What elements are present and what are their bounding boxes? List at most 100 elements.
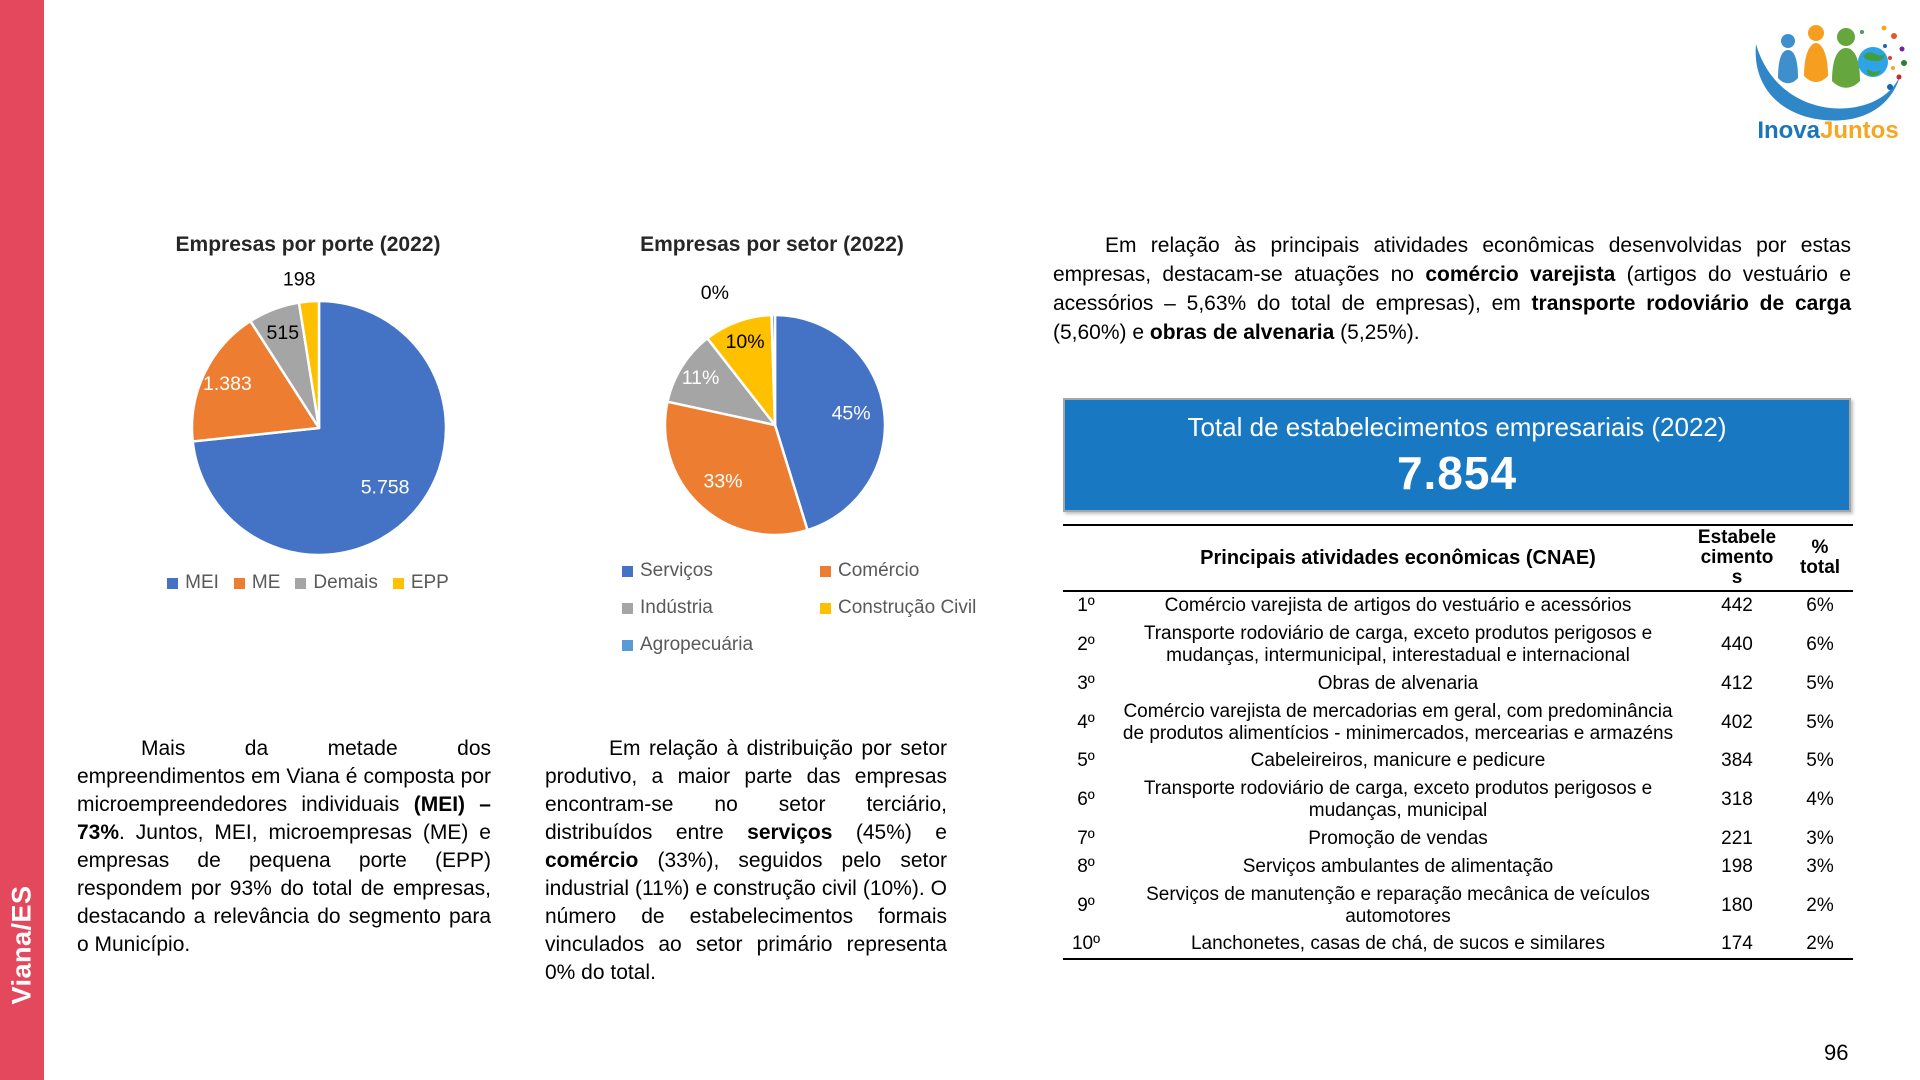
- header-estab: Estabele cimento s: [1687, 523, 1787, 593]
- legend-swatch: [233, 577, 245, 589]
- cell-activity: Promoção de vendas: [1308, 827, 1488, 849]
- cell-pct: 2%: [1806, 894, 1834, 916]
- legend-item: EPP: [392, 572, 449, 594]
- bold-text: comércio: [545, 849, 639, 872]
- cell-activity: Serviços de manutenção e reparação mecân…: [1146, 883, 1650, 927]
- header-activity: Principais atividades econômicas (CNAE): [1109, 523, 1687, 593]
- pie-data-label: 0%: [701, 282, 729, 304]
- pie-data-label: 5.758: [361, 476, 410, 498]
- text: (5,25%).: [1334, 321, 1420, 344]
- legend-item: ME: [233, 572, 281, 594]
- cell-rank: 4º: [1077, 711, 1095, 733]
- text: (45%) e: [832, 821, 947, 844]
- legend-label: EPP: [410, 572, 449, 593]
- legend-item: Indústria: [622, 597, 820, 619]
- header-pct: % total: [1787, 523, 1853, 593]
- cell-rank: 8º: [1077, 855, 1095, 877]
- logo-swoosh: [1755, 44, 1900, 121]
- table-row: 8º Serviços ambulantes de alimentação 198 3…: [1063, 853, 1853, 881]
- bold-text: transporte rodoviário de carga: [1531, 292, 1851, 315]
- table-row: 6º Transporte rodoviário de carga, exceto…: [1063, 775, 1853, 825]
- page-number: 96: [1824, 1040, 1849, 1065]
- table-row: 1º Comércio varejista de artigos do vestu…: [1063, 591, 1853, 620]
- cell-pct: 6%: [1806, 595, 1834, 617]
- total-banner: Total de estabelecimentos empresariais (…: [1063, 398, 1851, 512]
- table-row: 9º Serviços de manutenção e reparação mec…: [1063, 881, 1853, 931]
- cell-num: 174: [1687, 930, 1787, 961]
- sidebar-stripe: [0, 0, 44, 1080]
- cell-rank: 1º: [1077, 595, 1095, 617]
- text: (5,60%) e: [1053, 321, 1150, 344]
- legend-porte: MEI ME Demais EPP: [98, 572, 518, 594]
- cell-activity: Cabeleireiros, manicure e pedicure: [1250, 750, 1546, 772]
- legend-label: Serviços: [640, 560, 713, 581]
- inovajuntos-logo: InovaJuntos: [1755, 25, 1907, 144]
- pie-slice-3: [666, 337, 777, 427]
- chart-title-setor: Empresas por setor (2022): [640, 233, 904, 256]
- legend-setor: Serviços Comércio Indústria Construção Civi…: [622, 560, 976, 656]
- table-row: 2º Transporte rodoviário de carga, exceto…: [1063, 620, 1853, 670]
- legend-item: Serviços: [622, 560, 820, 582]
- legend-label: Agropecuária: [640, 634, 754, 655]
- cell-activity: Serviços ambulantes de alimentação: [1242, 855, 1554, 877]
- text: (artigos do vestuário e acessórios – 5,6…: [1053, 263, 1852, 315]
- cell-num: 402: [1721, 711, 1753, 733]
- table-row: 3º Obras de alvenaria 412 5%: [1063, 670, 1853, 698]
- legend-label: Indústria: [640, 597, 713, 618]
- pie-data-label: 515: [267, 322, 300, 344]
- pie-slice-2: [663, 400, 809, 537]
- text: (33%), seguidos pelo setor industrial (1…: [545, 849, 947, 984]
- legend-swatch: [392, 577, 404, 589]
- cell-num: 384: [1721, 750, 1753, 772]
- logo-figure-orange: [1804, 25, 1828, 82]
- pie-data-label: 10%: [726, 331, 765, 353]
- cell-num: 318: [1721, 789, 1753, 811]
- legend-label: ME: [251, 572, 281, 593]
- pie-slice-5: [770, 313, 777, 427]
- legend-swatch: [820, 565, 831, 577]
- cell-rank: 6º: [1077, 789, 1095, 811]
- table-row: 10º Lanchonetes, casas de chá, de sucos e…: [1063, 930, 1853, 961]
- cell-pct: 3%: [1806, 827, 1834, 849]
- logo-globe: [1858, 47, 1888, 77]
- legend-label: Demais: [313, 572, 378, 593]
- cell-activity: Obras de alvenaria: [1317, 672, 1479, 694]
- cell-pct: 3%: [1806, 855, 1834, 877]
- cell-rank: 7º: [1077, 827, 1095, 849]
- pie-data-label: 45%: [832, 403, 871, 425]
- logo-dots: [1860, 25, 1907, 90]
- cell-pct: 5%: [1806, 672, 1834, 694]
- text: Mais da metade dos empreendimentos em Vi…: [77, 737, 491, 816]
- bold-text: (MEI) – 73%: [77, 793, 491, 844]
- cell-pct: 5%: [1806, 711, 1834, 733]
- table-row: 7º Promoção de vendas 221 3%: [1063, 825, 1853, 853]
- paragraph-setor: Em relação à distribuição por setor prod…: [545, 735, 947, 987]
- legend-label: Comércio: [838, 560, 920, 581]
- cell-rank: 3º: [1077, 672, 1095, 694]
- paragraph-atividades: Em relação às principais atividades econ…: [1053, 231, 1851, 347]
- pie-chart-porte: 5.758 1.383 515 198: [190, 269, 448, 557]
- cell-pct: 6%: [1806, 634, 1834, 656]
- cell-activity: Transporte rodoviário de carga, exceto p…: [1143, 623, 1653, 667]
- cell-activity: Transporte rodoviário de carga, exceto p…: [1143, 778, 1653, 822]
- legend-swatch: [622, 639, 633, 651]
- logo-figure-blue: [1778, 34, 1798, 84]
- text: Em relação à distribuição por setor prod…: [545, 737, 947, 844]
- cell-num: 412: [1721, 672, 1753, 694]
- text: Em relação às principais atividades econ…: [1053, 234, 1851, 286]
- pie-data-label: 33%: [703, 471, 742, 493]
- table-header-row: Principais atividades econômicas (CNAE) …: [1063, 523, 1853, 593]
- cell-num: 221: [1721, 827, 1753, 849]
- legend-swatch: [622, 602, 633, 614]
- cell-rank: 5º: [1077, 750, 1095, 772]
- legend-swatch: [622, 565, 633, 577]
- text: . Juntos, MEI, microempresas (ME) e empr…: [77, 821, 491, 956]
- legend-item: Construção Civil: [820, 597, 976, 619]
- bold-text: serviços: [747, 821, 833, 844]
- logo-figure-green: [1832, 28, 1860, 88]
- legend-item: MEI: [167, 572, 219, 594]
- cell-rank: 9º: [1077, 894, 1095, 916]
- pie-data-label: 1.383: [203, 373, 252, 395]
- cell-pct: 5%: [1806, 750, 1834, 772]
